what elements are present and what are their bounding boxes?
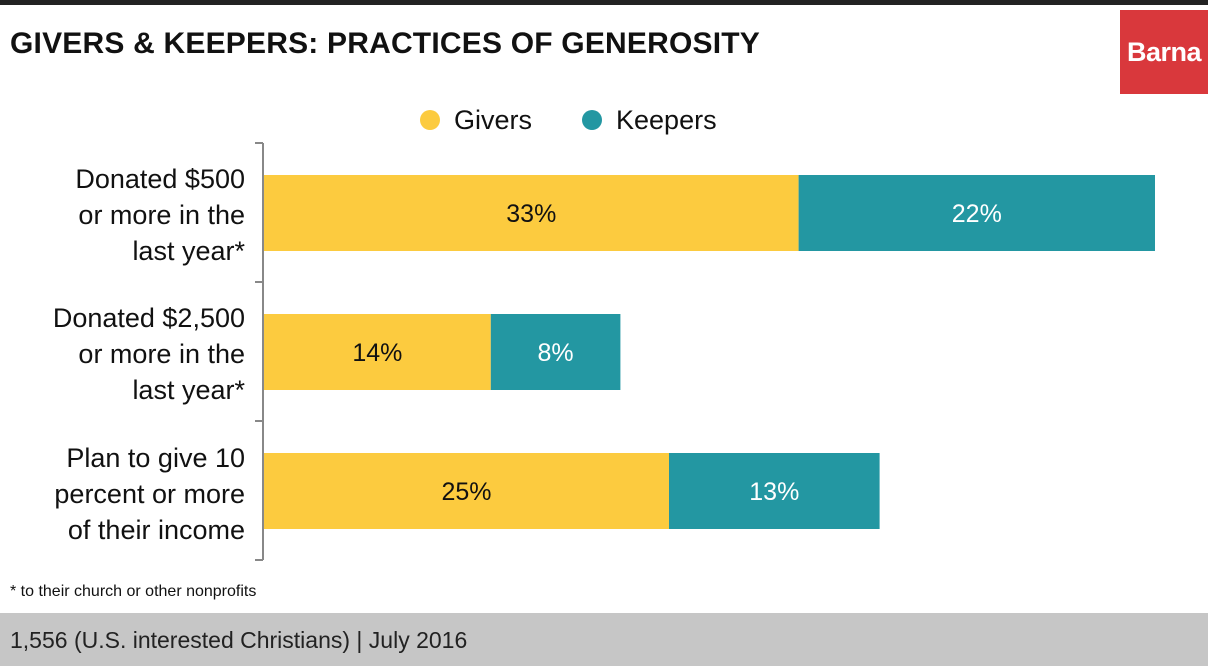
legend: Givers Keepers	[420, 103, 767, 137]
legend-item-givers: Givers	[420, 105, 532, 136]
source-bar: 1,556 (U.S. interested Christians) | Jul…	[0, 613, 1208, 666]
bar-givers-2	[264, 314, 491, 390]
bar-givers-1	[264, 175, 799, 251]
category-label-line: last year*	[132, 236, 245, 266]
footnote: * to their church or other nonprofits	[10, 583, 257, 600]
category-label-line: Plan to give 10	[66, 443, 245, 473]
legend-label-keepers: Keepers	[616, 104, 717, 135]
category-label-line: or more in the	[78, 339, 245, 369]
category-label-line: or more in the	[78, 200, 245, 230]
data-label-keepers-2: 8%	[538, 339, 574, 367]
chart-title: GIVERS & KEEPERS: PRACTICES OF GENEROSIT…	[10, 27, 760, 60]
data-label-givers-1: 33%	[506, 200, 556, 228]
category-label-donated-500: Donated $500 or more in the last year*	[0, 161, 245, 269]
category-label-line: Donated $500	[75, 164, 245, 194]
legend-label-givers: Givers	[454, 104, 533, 135]
category-label-plan-to-give: Plan to give 10 percent or more of their…	[0, 440, 245, 548]
category-label-donated-2500: Donated $2,500 or more in the last year*	[0, 300, 245, 408]
top-rule	[0, 0, 1208, 5]
bar-keepers-3	[669, 453, 880, 529]
bar-keepers-1	[798, 175, 1155, 251]
category-label-line: Donated $2,500	[52, 303, 245, 333]
legend-swatch-keepers	[582, 110, 603, 130]
legend-item-keepers: Keepers	[582, 105, 717, 136]
source-text: 1,556 (U.S. interested Christians) | Jul…	[10, 627, 468, 653]
data-label-givers-2: 14%	[352, 339, 402, 367]
category-label-line: of their income	[67, 515, 245, 545]
data-label-givers-3: 25%	[441, 478, 491, 506]
data-label-keepers-1: 22%	[952, 200, 1002, 228]
data-label-keepers-3: 13%	[749, 478, 799, 506]
category-label-line: last year*	[132, 375, 245, 405]
bar-keepers-2	[490, 314, 621, 390]
bar-givers-3	[264, 453, 669, 529]
category-label-line: percent or more	[54, 479, 245, 509]
legend-swatch-givers	[420, 110, 440, 130]
barna-logo: Barna	[1120, 10, 1208, 94]
